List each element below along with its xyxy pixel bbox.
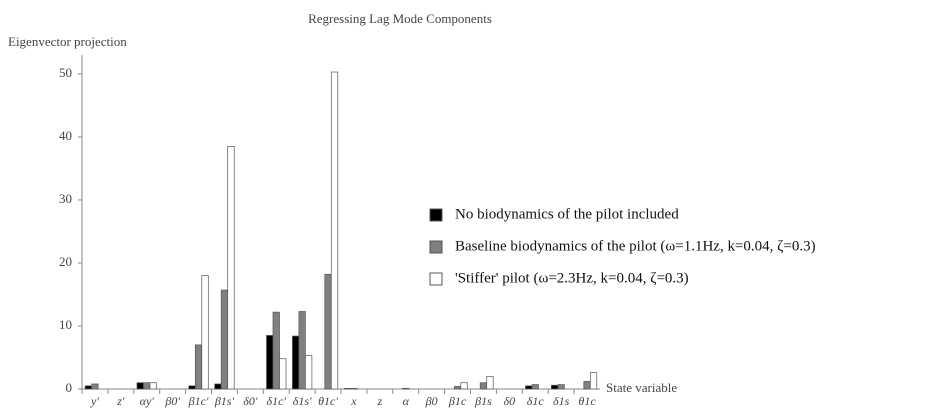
x-tick-label: θ1c' — [318, 394, 338, 408]
bar — [343, 388, 352, 390]
bar — [402, 388, 410, 390]
y-tick-label: 30 — [59, 191, 72, 206]
y-tick-label: 0 — [66, 380, 73, 395]
bar — [525, 385, 533, 390]
bar — [460, 382, 468, 390]
x-tick-label: β0 — [425, 394, 438, 408]
legend-swatch — [429, 272, 443, 286]
x-tick-label: αy' — [140, 394, 155, 408]
bar — [220, 289, 229, 390]
bar — [194, 344, 203, 390]
x-axis-label: State variable — [606, 380, 677, 395]
bar — [149, 382, 157, 390]
bar — [84, 385, 93, 390]
y-tick-label: 10 — [59, 317, 72, 332]
x-tick-label: α — [403, 394, 410, 408]
x-tick-label: β0' — [164, 394, 180, 408]
x-tick-label: δ1s' — [293, 394, 312, 408]
x-tick-label: β1s — [474, 394, 492, 408]
bar — [279, 358, 287, 390]
bar — [214, 383, 222, 390]
bar — [324, 273, 332, 390]
legend-label: Baseline biodynamics of the pilot (ω=1.1… — [455, 238, 816, 254]
x-tick-label: β1c — [448, 394, 467, 408]
bar — [453, 386, 462, 390]
bar — [201, 275, 209, 390]
x-tick-label: x — [350, 394, 357, 408]
y-tick-label: 20 — [59, 254, 72, 269]
bar — [589, 372, 598, 390]
bar — [330, 71, 339, 390]
bar — [272, 311, 280, 390]
bar — [298, 311, 306, 390]
bar — [583, 381, 591, 390]
bar — [266, 335, 274, 390]
x-tick-label: z — [377, 394, 383, 408]
x-tick-label: δ0 — [504, 394, 516, 408]
y-axis-label: Eigenvector projection — [8, 34, 127, 49]
bar — [136, 382, 144, 390]
y-tick-label: 50 — [59, 65, 72, 80]
x-tick-label: δ0' — [243, 394, 258, 408]
bar — [486, 376, 494, 390]
bar — [143, 382, 151, 390]
y-tick-label: 40 — [59, 128, 72, 143]
x-tick-label: θ1c — [578, 394, 596, 408]
x-tick-label: β1s' — [214, 394, 235, 408]
bar — [557, 384, 565, 390]
legend-swatch — [429, 240, 443, 254]
bar — [551, 384, 559, 390]
bar — [350, 388, 358, 390]
legend-label: No biodynamics of the pilot included — [455, 206, 679, 222]
x-tick-label: y' — [90, 394, 99, 408]
x-tick-label: δ1c' — [267, 394, 287, 408]
bar — [305, 355, 313, 390]
bar — [91, 383, 99, 390]
x-tick-label: δ1c — [527, 394, 545, 408]
x-tick-label: δ1s — [553, 394, 570, 408]
chart-title: Regressing Lag Mode Components — [308, 11, 492, 26]
bar — [479, 382, 488, 390]
bar — [292, 335, 300, 390]
bar — [531, 384, 539, 390]
legend-swatch — [429, 208, 443, 222]
x-tick-label: z' — [116, 394, 125, 408]
bar — [227, 146, 235, 390]
bar — [188, 385, 196, 390]
legend-label: 'Stiffer' pilot (ω=2.3Hz, k=0.04, ζ=0.3) — [455, 270, 689, 286]
x-tick-label: β1c' — [188, 394, 209, 408]
